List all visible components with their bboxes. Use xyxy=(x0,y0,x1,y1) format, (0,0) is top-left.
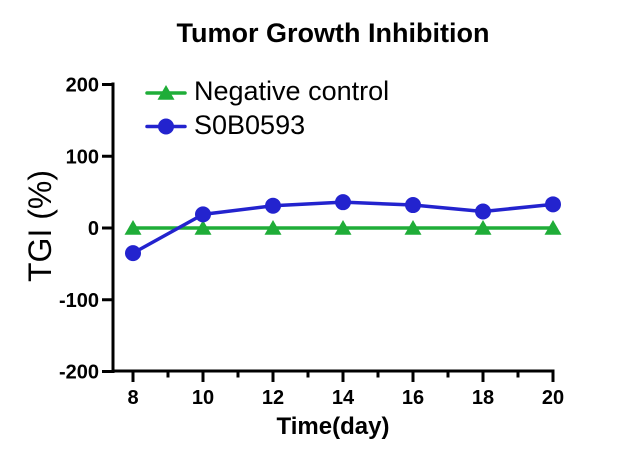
data-point-circle-s0b0593 xyxy=(545,196,561,213)
data-point-triangle-negative-control xyxy=(334,220,352,235)
chart-title: Tumor Growth Inhibition xyxy=(176,18,490,48)
legend-circle-icon xyxy=(158,118,174,135)
data-point-circle-s0b0593 xyxy=(405,197,421,214)
x-tick-label: 8 xyxy=(127,387,138,409)
data-point-triangle-negative-control xyxy=(474,220,492,235)
data-point-triangle-negative-control xyxy=(264,220,282,235)
data-point-triangle-negative-control xyxy=(124,220,142,235)
data-point-triangle-negative-control xyxy=(404,220,422,235)
data-point-circle-s0b0593 xyxy=(475,203,491,220)
data-point-circle-s0b0593 xyxy=(265,197,281,214)
x-tick-label: 14 xyxy=(332,387,355,409)
y-tick-label: -200 xyxy=(59,362,99,384)
x-tick-label: 16 xyxy=(402,387,424,409)
legend-triangle-icon xyxy=(157,85,175,100)
x-tick-label: 18 xyxy=(472,387,494,409)
legend-label-negative-control: Negative control xyxy=(194,76,390,106)
x-axis-title: Time(day) xyxy=(276,413,390,440)
legend-label-s0b0593: S0B0593 xyxy=(194,110,306,140)
data-point-triangle-negative-control xyxy=(544,220,562,235)
x-tick-label: 12 xyxy=(262,387,284,409)
y-tick-label: 100 xyxy=(66,146,99,168)
data-point-circle-s0b0593 xyxy=(335,194,351,211)
data-point-triangle-negative-control xyxy=(194,220,212,235)
y-tick-label: 200 xyxy=(66,75,99,97)
x-tick-label: 20 xyxy=(542,387,564,409)
data-point-circle-s0b0593 xyxy=(125,245,141,262)
y-tick-label: 0 xyxy=(88,218,99,240)
y-tick-label: -100 xyxy=(59,290,99,312)
data-point-circle-s0b0593 xyxy=(195,206,211,223)
x-tick-label: 10 xyxy=(192,387,214,409)
